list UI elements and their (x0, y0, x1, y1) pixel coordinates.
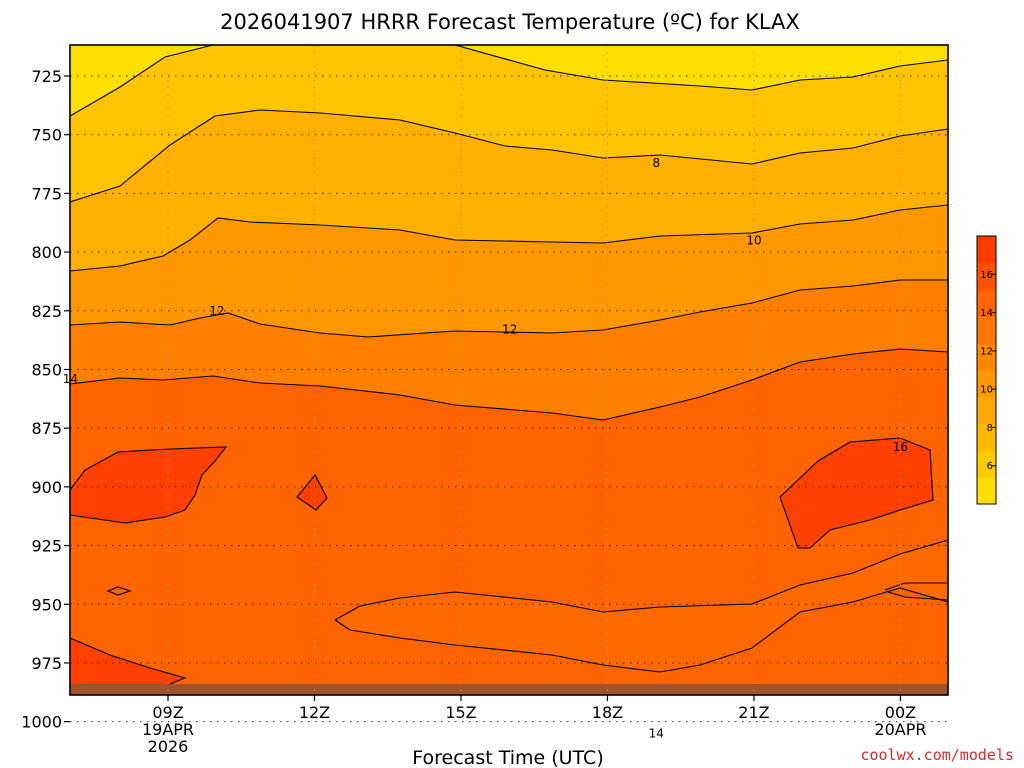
x-tick-label: 09Z (152, 703, 183, 722)
cool-lens-low-levels (335, 540, 948, 672)
x-tick-label: 19APR (142, 720, 194, 739)
contour-label: 10 (746, 233, 761, 247)
contour-label: 12 (209, 304, 224, 318)
y-tick-label: 725 (31, 67, 62, 86)
contour-label: 12 (502, 323, 517, 337)
y-axis: 725 750 775 800 825 850 875 900 925 950 975 1000 (21, 67, 70, 732)
x-tick-label: 2026 (148, 737, 189, 756)
colorbar-swatch (977, 316, 996, 344)
colorbar-label: 10 (980, 385, 993, 396)
isotherm-16-surface (70, 637, 187, 685)
isotherm-14-small-lens (106, 586, 132, 596)
colorbar-label: 6 (987, 461, 993, 472)
x-tick-label: 21Z (738, 703, 769, 722)
colorbar-swatch (977, 289, 996, 317)
isotherm-6 (70, 45, 948, 117)
contour-lines (70, 45, 948, 685)
colorbar-label: 16 (980, 270, 993, 281)
y-tick-label: 825 (31, 302, 62, 321)
x-tick-label: 15Z (445, 703, 476, 722)
y-tick-label: 950 (31, 595, 62, 614)
x-tick-label: 20APR (874, 720, 926, 739)
y-tick-label: 975 (31, 654, 62, 673)
x-tick-label: 18Z (592, 703, 623, 722)
contour-label: 16 (893, 440, 908, 454)
isotherm-10 (70, 204, 948, 272)
warm-pocket-right (780, 438, 933, 548)
isotherm-16-left (70, 446, 228, 524)
isotherm-14-right-lens (884, 582, 948, 601)
y-tick-label: 750 (31, 126, 62, 145)
y-tick-label: 850 (31, 360, 62, 379)
x-tick-label: 00Z (885, 703, 916, 722)
colorbar-swatch (977, 343, 996, 371)
chart-title: 2026041907 HRRR Forecast Temperature (ºC… (220, 10, 800, 34)
colorbar-swatch (977, 450, 996, 478)
colorbar-label: 14 (980, 308, 993, 319)
colorbar-swatch (977, 423, 996, 451)
isotherm-16-center (296, 474, 328, 511)
colorbar: 6 8 10 12 14 16 (976, 235, 997, 505)
y-tick-label: 775 (31, 184, 62, 203)
y-tick-label: 900 (31, 478, 62, 497)
warm-pocket-left (70, 447, 226, 523)
colorbar-swatch (977, 370, 996, 398)
isotherm-12 (70, 279, 948, 338)
colorbar-swatch (977, 396, 996, 425)
y-tick-label: 1000 (21, 713, 62, 732)
y-tick-label: 925 (31, 537, 62, 556)
colorbar-swatch (977, 236, 996, 264)
credit-link[interactable]: coolwx.com/models (860, 746, 1014, 764)
isotherm-14-lower (334, 539, 948, 673)
y-tick-label: 875 (31, 419, 62, 438)
contour-label: 14 (649, 726, 664, 740)
isotherm-8 (70, 109, 948, 203)
isotherm-14 (70, 348, 948, 421)
isotherm-16-right (779, 437, 934, 549)
colorbar-label: 8 (987, 423, 993, 434)
x-tick-label: 12Z (299, 703, 330, 722)
ground-surface (70, 684, 948, 695)
colorbar-swatch (977, 477, 996, 505)
y-tick-label: 800 (31, 243, 62, 262)
contour-label: 8 (652, 156, 660, 170)
colorbar-label: 12 (980, 346, 993, 357)
x-axis-title: Forecast Time (UTC) (412, 747, 603, 768)
colorbar-swatch (977, 262, 996, 291)
colorbar-frame (976, 235, 997, 505)
